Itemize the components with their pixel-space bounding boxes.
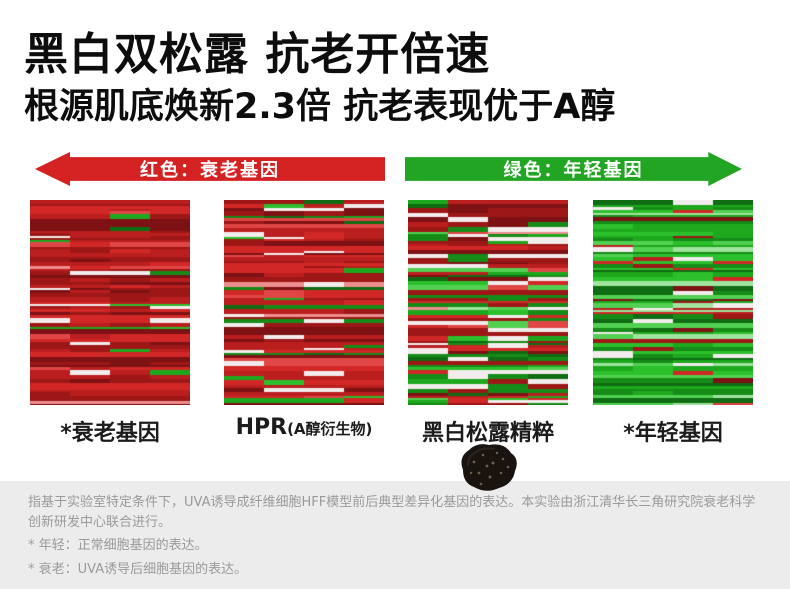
heatmap-canvas-aging-genes bbox=[30, 200, 190, 405]
panel-label-hpr: HPR(A醇衍生物) bbox=[204, 415, 404, 440]
footnote-young: * 年轻：正常细胞基因的表达。 bbox=[28, 538, 208, 553]
heatmap-panel-young-genes bbox=[593, 200, 753, 405]
page-title: 黑白双松露 抗老开倍速 bbox=[24, 29, 491, 80]
heatmap-panel-hpr bbox=[224, 200, 384, 405]
page-subtitle: 根源肌底焕新2.3倍 抗老表现优于A醇 bbox=[24, 87, 616, 127]
footnote-area: 指基于实验室特定条件下，UVA诱导成纤维细胞HFF模型前后典型差异化基因的表达。… bbox=[0, 481, 790, 589]
red-legend-label: 红色：衰老基因 bbox=[140, 160, 280, 181]
green-legend-arrow: 绿色：年轻基因 bbox=[405, 152, 742, 186]
footnote-aging: * 衰老：UVA诱导后细胞基因的表达。 bbox=[28, 561, 248, 577]
footnote-main: 指基于实验室特定条件下，UVA诱导成纤维细胞HFF模型前后典型差异化基因的表达。… bbox=[28, 495, 756, 530]
panel-label-truffle-extract: 黑白松露精粹 bbox=[421, 421, 554, 446]
panel-label-young-genes: *年轻基因 bbox=[623, 421, 723, 446]
red-legend-arrow: 红色：衰老基因 bbox=[35, 152, 385, 186]
heatmap-canvas-hpr bbox=[224, 200, 384, 405]
green-legend-label: 绿色：年轻基因 bbox=[503, 160, 644, 181]
heatmap-canvas-truffle-extract bbox=[408, 200, 568, 405]
truffle-icon bbox=[461, 444, 517, 491]
panel-label-hpr-suffix: (A醇衍生物) bbox=[287, 420, 373, 438]
heatmap-panel-aging-genes bbox=[30, 200, 190, 405]
heatmap-canvas-young-genes bbox=[593, 200, 753, 405]
panel-label-aging-genes: *衰老基因 bbox=[60, 421, 160, 446]
panel-label-hpr-main: HPR bbox=[235, 415, 288, 440]
heatmap-panel-truffle-extract bbox=[408, 200, 568, 405]
